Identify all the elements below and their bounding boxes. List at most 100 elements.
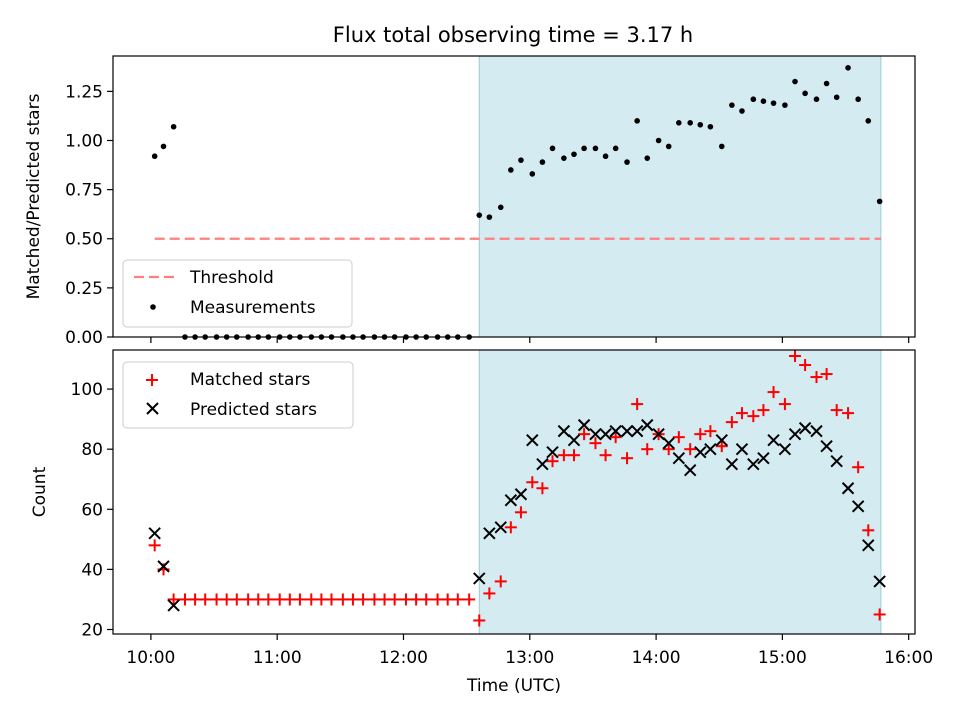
predicted-star-point	[694, 445, 707, 459]
measurement-point	[802, 90, 808, 97]
matched-star-point	[641, 443, 654, 456]
matched-star-point	[293, 593, 306, 606]
matched-star-point	[672, 431, 685, 444]
measurement-point	[160, 143, 167, 150]
top-legend-box	[122, 259, 353, 328]
predicted-star-point	[810, 424, 823, 438]
predicted-star-point	[577, 418, 591, 432]
matched-star-point	[368, 593, 381, 606]
measurement-point	[739, 108, 745, 114]
matched-star-point	[810, 371, 823, 384]
predicted-stars-series	[148, 418, 886, 612]
matched-star-point	[210, 593, 223, 606]
predicted-star-point	[767, 433, 780, 447]
matched-star-point	[684, 443, 697, 456]
matched-star-point	[704, 425, 717, 438]
matched-star-point	[578, 428, 591, 441]
matched-star-point	[252, 593, 265, 606]
matched-star-point	[599, 449, 612, 462]
predicted-star-point	[157, 560, 170, 573]
bottom-y-axis-ticks: 20 40 60 80 100	[71, 380, 113, 640]
measurement-point	[813, 96, 820, 103]
measurement-point	[529, 171, 536, 177]
predicted-star-point	[483, 527, 496, 540]
x-tick-label: 15:00	[758, 648, 807, 668]
matched-star-point	[767, 386, 780, 399]
predicted-star-point	[473, 572, 486, 585]
predicted-star-point	[778, 442, 792, 456]
matched-star-point	[230, 593, 243, 606]
matched-star-point	[852, 461, 865, 474]
x-tick-label: 14:00	[632, 648, 681, 668]
matched-star-point	[536, 482, 549, 495]
predicted-star-point	[557, 424, 571, 438]
measurement-point	[581, 145, 587, 152]
measurement-point	[782, 102, 788, 108]
measurement-point	[602, 153, 609, 160]
y-tick-label: 100	[71, 380, 103, 400]
predicted-star-point	[514, 488, 528, 501]
measurement-point	[571, 151, 577, 158]
measurement-point	[707, 123, 714, 130]
predicted-star-point	[609, 424, 622, 438]
matched-star-point	[346, 593, 359, 606]
predicted-star-point	[652, 427, 665, 441]
measurement-point	[697, 121, 704, 128]
measurement-point	[644, 155, 651, 161]
bottom-y-axis-label: Count	[30, 466, 50, 517]
x-axis-label: Time (UTC)	[466, 676, 561, 696]
matched-star-point	[494, 575, 507, 588]
measurement-point	[624, 159, 630, 165]
bottom-x-axis-ticks: 10:00 11:00 12:00 13:00 14:00 15:00 16:00	[126, 634, 933, 668]
bottom-legend: Matched stars Predicted stars	[122, 361, 354, 429]
predicted-star-point	[662, 436, 675, 450]
measurement-point	[865, 118, 872, 124]
matched-star-point	[463, 593, 476, 606]
predicted-star-point	[526, 433, 539, 447]
matched-star-point	[557, 449, 570, 462]
measurement-point	[750, 96, 757, 103]
matched-star-point	[315, 593, 328, 606]
matched-star-point	[262, 593, 275, 606]
y-tick-label: 60	[81, 500, 103, 520]
predicted-star-point	[567, 433, 581, 447]
matched-star-point	[178, 593, 191, 606]
predicted-star-point	[862, 539, 875, 552]
predicted-star-point	[620, 424, 634, 438]
measurement-point	[792, 78, 798, 85]
matched-star-point	[431, 593, 444, 606]
observing-window-bottom	[478, 349, 882, 635]
measurement-point	[770, 100, 777, 106]
measurement-point	[549, 145, 556, 152]
measurement-point	[634, 118, 640, 124]
measurement-point	[508, 167, 514, 173]
bottom-panel: 20 40 60 80 100 10:00 11:00 12:00 13:00 14:00 15:…	[30, 349, 933, 696]
measurement-point	[592, 145, 599, 152]
matched-star-point	[504, 521, 517, 534]
x-tick-label: 16:00	[884, 648, 933, 668]
top-plot-frame	[112, 55, 916, 338]
predicted-star-point	[536, 457, 549, 471]
x-tick-label: 10:00	[126, 648, 175, 668]
matched-stars-series	[148, 350, 886, 627]
matched-star-point	[789, 350, 802, 363]
y-tick-label: 40	[81, 560, 103, 580]
predicted-star-point	[820, 439, 833, 453]
matched-star-point	[589, 437, 602, 450]
predicted-star-point	[873, 575, 886, 588]
top-x-axis-ticks	[150, 337, 910, 343]
matched-star-point	[420, 593, 433, 606]
matched-star-point	[621, 452, 634, 465]
predicted-star-point	[747, 457, 760, 471]
measurement-point	[823, 80, 830, 87]
top-panel: 0.00 0.25 0.50 0.75 1.00 1.25 Matched/Predict…	[24, 55, 916, 348]
matched-star-point	[830, 404, 843, 417]
predicted-star-point	[641, 418, 654, 432]
matched-star-point	[483, 587, 496, 600]
chart-title: Flux total observing time = 3.17 h	[333, 23, 693, 47]
matched-star-point	[283, 593, 296, 606]
matched-star-point	[167, 593, 180, 606]
matched-star-point	[451, 593, 464, 606]
predicted-star-point	[546, 445, 559, 459]
